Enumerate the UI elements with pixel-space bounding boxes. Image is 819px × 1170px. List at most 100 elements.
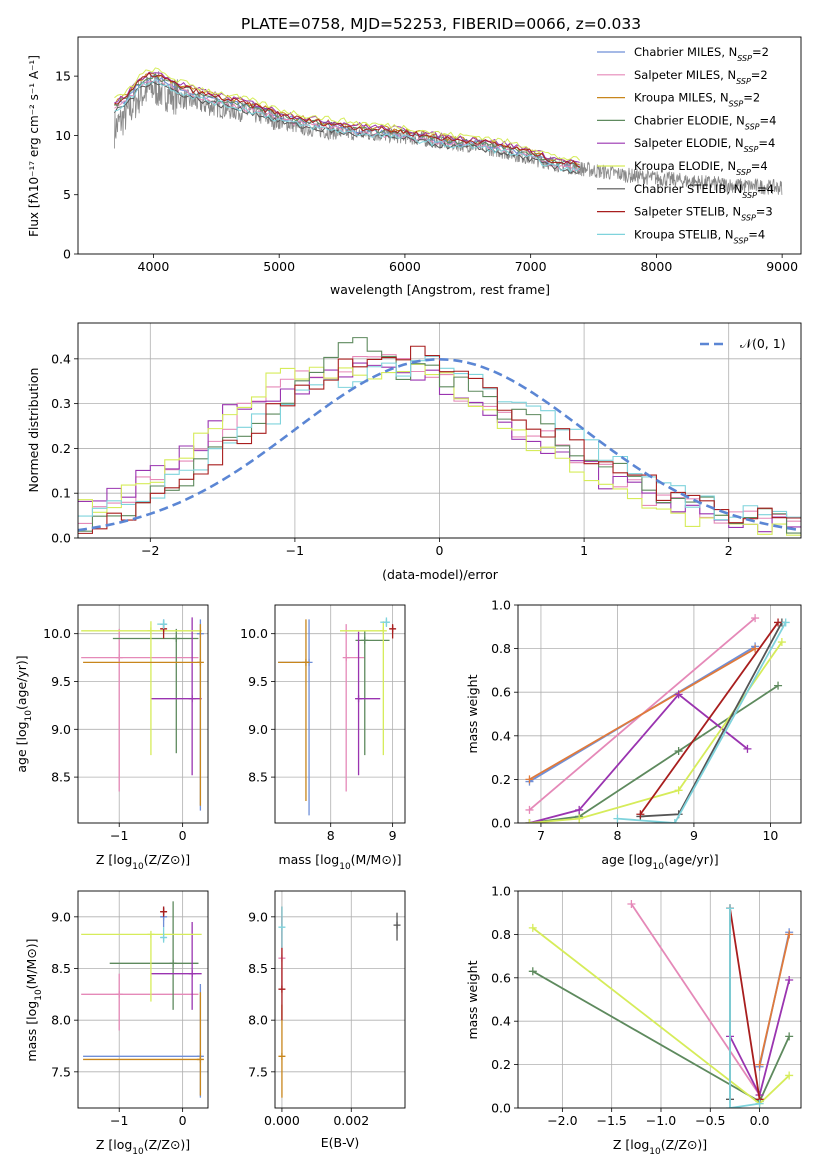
y-tick-label: 0.3: [51, 396, 71, 411]
y-tick-label: 8.5: [248, 770, 268, 785]
legend-label: Kroupa MILES, NSSP=2: [634, 91, 760, 109]
data-point-marker: [196, 1055, 204, 1063]
x-axis-label-tail: (age/yr)]: [664, 852, 719, 867]
weight-marker: [674, 690, 683, 699]
data-point-marker: [172, 634, 180, 642]
age-vs-metallicity-panel: −1 08.59.09.510.0Z [log10(Z/Z⊙)]age [log1…: [14, 604, 209, 872]
x-tick-label: 1: [580, 543, 588, 558]
y-tick-label: 9.0: [248, 909, 268, 924]
x-axis-label-sub: 10: [649, 1147, 661, 1157]
y-tick-label: 0.4: [51, 351, 71, 366]
x-tick-label: −2: [141, 543, 159, 558]
x-axis-label-sub: 10: [132, 862, 144, 872]
y-tick-label: 8.5: [51, 770, 71, 785]
y-tick-label: 0.8: [491, 927, 511, 942]
x-axis-label-tail: (M/M⊙)]: [351, 852, 402, 867]
axes-frame: [274, 890, 406, 1109]
weight-marker: [751, 614, 760, 623]
x-tick-label: 9000: [766, 259, 798, 274]
y-tick-label: 0.2: [491, 1057, 511, 1072]
weight-series-line: [529, 647, 756, 781]
y-tick-label: 7.5: [51, 1064, 71, 1079]
x-axis-label: Z [log10(Z/Z⊙)]: [96, 852, 190, 872]
x-tick-label: 7: [537, 828, 545, 843]
x-tick-label: 0: [179, 1113, 187, 1128]
data-point-marker: [361, 636, 369, 644]
x-axis-label-sub: 10: [339, 862, 351, 872]
model-spectrum-line: [114, 71, 580, 164]
data-point-marker: [147, 627, 155, 635]
y-tick-label: 0.8: [491, 641, 511, 656]
y-axis-label-main: mass [log: [24, 1001, 39, 1062]
legend-label: Chabrier STELIB, NSSP=4: [634, 182, 774, 200]
weight-marker: [777, 638, 786, 647]
legend-label-tail: =4: [758, 136, 775, 150]
data-point-marker: [169, 959, 177, 967]
weight-series-line: [529, 641, 783, 823]
legend-label-tail: =4: [760, 113, 777, 127]
x-axis-label-sub: 10: [653, 862, 665, 872]
legend-label-main: Chabrier STELIB, N: [634, 182, 742, 196]
y-axis-label-main: age [log: [14, 721, 29, 772]
weight-marker: [674, 786, 683, 795]
legend-label: Salpeter MILES, NSSP=2: [634, 68, 768, 86]
data-point-marker: [355, 695, 363, 703]
weight-marker: [785, 1032, 794, 1041]
legend-label-sub: SSP: [741, 213, 756, 222]
y-axis-label: mass [log10(M/M⊙)]: [24, 938, 44, 1061]
y-axis-label: Flux [fλ10⁻¹⁷ erg cm⁻² s⁻¹ A⁻¹]: [27, 55, 41, 237]
model-spectrum-line: [114, 72, 580, 168]
plot-area: [81, 617, 204, 811]
weight-marker: [575, 805, 584, 814]
legend-label-main: Salpeter MILES, N: [634, 68, 736, 82]
legend-label-tail: =2: [751, 68, 768, 82]
chart-title: PLATE=0758, MJD=52253, FIBERID=0066, z=0…: [241, 15, 641, 33]
axes-frame: [77, 322, 802, 539]
legend-label: Chabrier ELODIE, NSSP=4: [634, 113, 776, 130]
weight-marker: [785, 975, 794, 984]
plot-area: [278, 906, 401, 1098]
data-point-marker: [115, 990, 123, 998]
weight-marker: [525, 775, 534, 784]
normal-distribution-curve: [78, 358, 801, 532]
legend-label-sub: SSP: [744, 145, 759, 154]
x-tick-label: 0.0: [750, 1113, 770, 1128]
x-axis-label-main: Z [log: [613, 1137, 649, 1152]
legend-label-main: Kroupa STELIB, N: [634, 227, 734, 241]
legend-label-main: Salpeter ELODIE, N: [634, 136, 744, 150]
y-tick-label: 0.4: [491, 728, 511, 743]
x-tick-label: −1: [110, 1113, 128, 1128]
weight-marker: [755, 1060, 764, 1069]
data-point-marker: [196, 658, 204, 666]
y-tick-label: 5: [63, 187, 71, 202]
data-point-marker: [302, 658, 310, 666]
legend-label-main: Chabrier MILES, N: [634, 45, 737, 59]
x-axis-label: wavelength [Angstrom, rest frame]: [330, 282, 550, 297]
weight-marker: [785, 930, 794, 939]
x-axis-label: age [log10(age/yr)]: [601, 852, 718, 872]
weight-series-line: [758, 934, 791, 1065]
axes-frame: [77, 890, 209, 1109]
legend-label-main: Chabrier ELODIE, N: [634, 113, 745, 127]
plot-area: [114, 67, 783, 195]
weight-series-line: [529, 693, 749, 823]
y-tick-label: 10.0: [240, 626, 268, 641]
x-tick-label: −0.5: [695, 1113, 725, 1128]
plot-area: [278, 617, 397, 816]
weight-marker: [726, 1104, 735, 1108]
y-tick-label: 7.5: [248, 1064, 268, 1079]
x-axis-label-main: age [log: [601, 852, 652, 867]
y-tick-label: 10.0: [43, 626, 71, 641]
legend-label-main: Salpeter STELIB, N: [634, 205, 741, 219]
x-tick-label: 8: [327, 828, 335, 843]
legend-label: Chabrier MILES, NSSP=2: [634, 45, 769, 63]
data-point-marker: [393, 921, 401, 929]
y-tick-label: 0.2: [491, 772, 511, 787]
plot-area: [525, 614, 790, 823]
x-axis-label-main: Z [log: [96, 1137, 132, 1152]
legend-label: 𝒩(0, 1): [740, 336, 786, 351]
model-spectrum-line: [114, 67, 581, 161]
x-axis-label: (data-model)/error: [382, 567, 499, 582]
